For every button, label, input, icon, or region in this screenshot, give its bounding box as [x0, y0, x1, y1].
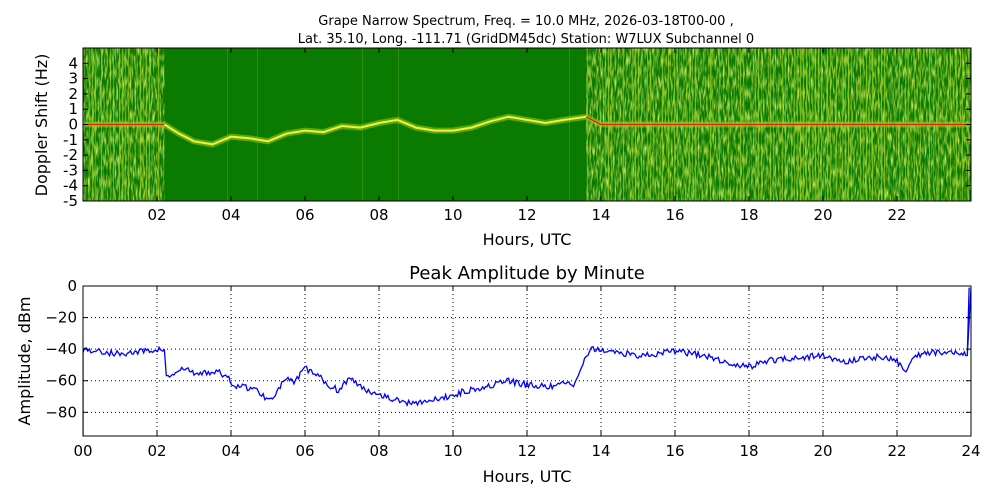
amplitude-x-tick-label: 06 [295, 442, 314, 460]
amplitude-x-tick-label: 10 [443, 442, 462, 460]
spectrogram-streak [257, 48, 258, 201]
spectrogram-x-tick-label: 02 [147, 206, 166, 224]
spectrogram-y-tick-label: -5 [63, 192, 78, 210]
spectrogram-y-tick-label: -3 [63, 161, 78, 179]
amplitude-x-tick-label: 14 [591, 442, 610, 460]
spectrogram-streak [398, 48, 399, 201]
amplitude-x-tick-label: 18 [739, 442, 758, 460]
spectrogram-streak [587, 48, 588, 201]
amplitude-y-tick-label: −20 [45, 309, 77, 327]
spectrogram-y-tick-label: 4 [68, 54, 78, 72]
amplitude-y-tick-label: −40 [45, 340, 77, 358]
spectrogram-y-tick-label: 0 [68, 116, 78, 134]
spectrogram-y-tick-label: 3 [68, 70, 78, 88]
spectrogram-streak [227, 48, 228, 201]
doppler-peak-line [585, 116, 971, 126]
spectrogram-x-tick-label: 14 [591, 206, 610, 224]
spectrogram-x-tick-label: 22 [887, 206, 906, 224]
spectrogram-x-tick-label: 10 [443, 206, 462, 224]
spectrogram-x-axis-label: Hours, UTC [483, 230, 572, 249]
spectrogram-y-tick-label: -2 [63, 146, 78, 164]
amplitude-y-axis-label: Amplitude, dBm [15, 297, 34, 426]
spectrogram-y-tick-label: -4 [63, 177, 78, 195]
spectrogram-y-tick-label: 1 [68, 100, 78, 118]
spectrogram-x-tick-label: 06 [295, 206, 314, 224]
amplitude-x-tick-label: 04 [221, 442, 240, 460]
amplitude-x-tick-label: 12 [517, 442, 536, 460]
amplitude-x-tick-label: 08 [369, 442, 388, 460]
amplitude-x-tick-label: 02 [147, 442, 166, 460]
amplitude-x-tick-label: 16 [665, 442, 684, 460]
spectrogram-x-tick-label: 12 [517, 206, 536, 224]
spectrogram-x-tick-label: 20 [813, 206, 832, 224]
amplitude-x-axis-label: Hours, UTC [483, 467, 572, 486]
spectrogram-x-tick-label: 16 [665, 206, 684, 224]
amplitude-x-tick-label: 24 [961, 442, 980, 460]
spectrogram-streak [569, 48, 570, 201]
spectrogram-title-line2: Lat. 35.10, Long. -111.71 (GridDM45dc) S… [298, 32, 754, 47]
spectrogram-x-tick-label: 08 [369, 206, 388, 224]
spectrogram-title-line1: Grape Narrow Spectrum, Freq. = 10.0 MHz,… [318, 14, 733, 29]
spectrogram-x-tick-label: 04 [221, 206, 240, 224]
spectrogram-y-tick-label: 2 [68, 85, 78, 103]
amplitude-y-tick-label: 0 [67, 277, 77, 295]
amplitude-x-tick-label: 00 [73, 442, 92, 460]
amplitude-ticks: 00 02 04 06 08 10 12 14 16 18 20 22 24 0 −20 −40 −60 −80 [45, 277, 980, 460]
amplitude-series-line [83, 287, 971, 407]
amplitude-y-tick-label: −80 [45, 403, 77, 421]
amplitude-grid [83, 286, 971, 436]
spectrogram-y-tick-label: -1 [63, 131, 78, 149]
amplitude-x-tick-label: 22 [887, 442, 906, 460]
amplitude-y-tick-label: −60 [45, 372, 77, 390]
spectrogram-x-tick-label: 18 [739, 206, 758, 224]
amplitude-title: Peak Amplitude by Minute [409, 263, 645, 284]
spectrogram-plot [83, 48, 971, 201]
amplitude-x-tick-label: 20 [813, 442, 832, 460]
spectrogram-y-axis-label: Doppler Shift (Hz) [32, 54, 51, 197]
